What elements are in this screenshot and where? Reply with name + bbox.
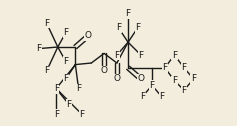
- Text: F: F: [150, 81, 155, 90]
- Text: F: F: [63, 74, 68, 84]
- Text: F: F: [172, 51, 177, 59]
- Text: F: F: [54, 110, 59, 119]
- Text: O: O: [113, 74, 120, 84]
- Text: F: F: [162, 63, 167, 72]
- Text: F: F: [172, 76, 177, 85]
- Text: F: F: [63, 28, 68, 37]
- Text: F: F: [76, 84, 81, 93]
- Text: F: F: [36, 44, 41, 53]
- Text: F: F: [126, 9, 131, 18]
- Text: F: F: [135, 23, 140, 32]
- Text: F: F: [79, 110, 84, 119]
- Text: F: F: [191, 74, 196, 84]
- Text: F: F: [182, 63, 187, 72]
- Text: F: F: [66, 100, 72, 109]
- Text: F: F: [140, 92, 145, 101]
- Text: O: O: [85, 31, 92, 40]
- Text: F: F: [44, 67, 49, 75]
- Text: F: F: [159, 92, 164, 101]
- Text: F: F: [44, 19, 49, 28]
- Text: O: O: [137, 74, 144, 84]
- Text: F: F: [63, 57, 68, 66]
- Text: F: F: [116, 23, 121, 32]
- Text: F: F: [138, 51, 143, 59]
- Text: F: F: [114, 51, 119, 59]
- Text: F: F: [182, 86, 187, 95]
- Text: O: O: [101, 67, 108, 75]
- Text: F: F: [54, 84, 59, 93]
